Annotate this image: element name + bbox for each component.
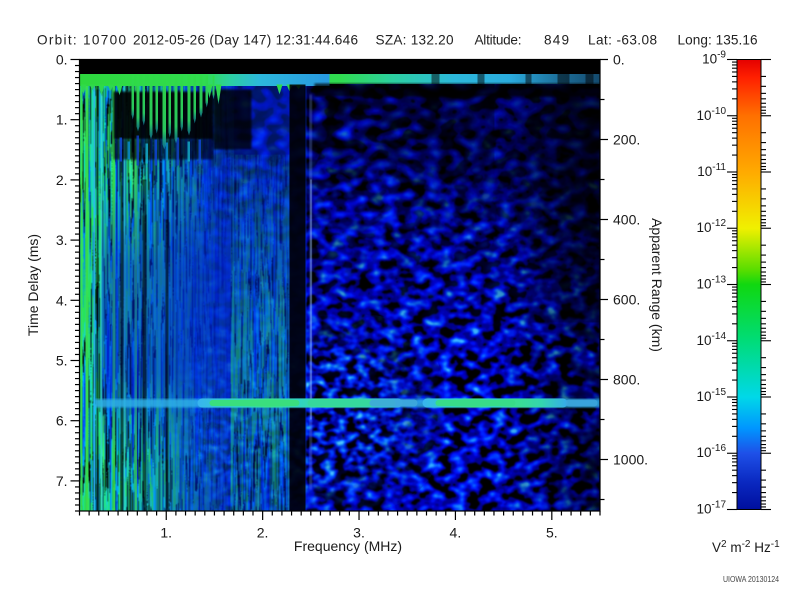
svg-text:2.: 2. xyxy=(56,172,68,188)
svg-text:1.: 1. xyxy=(56,112,68,128)
svg-text:6.: 6. xyxy=(56,413,68,429)
svg-text:1.: 1. xyxy=(160,525,172,541)
svg-text:4.: 4. xyxy=(450,525,462,541)
svg-text:2.: 2. xyxy=(257,525,269,541)
svg-text:Long: 135.16: Long: 135.16 xyxy=(678,33,758,48)
svg-text:5.: 5. xyxy=(546,525,558,541)
svg-text:Time Delay (ms): Time Delay (ms) xyxy=(25,234,41,336)
svg-text:Lat: -63.08: Lat: -63.08 xyxy=(588,33,657,48)
svg-text:800.: 800. xyxy=(613,372,640,388)
svg-text:Frequency (MHz): Frequency (MHz) xyxy=(294,538,402,554)
svg-text:400.: 400. xyxy=(613,212,640,228)
svg-text:Apparent Range (km): Apparent Range (km) xyxy=(649,218,665,352)
svg-text:V2 m-2 Hz-1: V2 m-2 Hz-1 xyxy=(712,539,780,555)
svg-text:849: 849 xyxy=(544,33,569,48)
svg-text:UIOWA 20130124: UIOWA 20130124 xyxy=(723,574,779,584)
svg-text:Orbit: 10700: Orbit: 10700 xyxy=(37,33,126,48)
svg-text:2012-05-26 (Day 147) 12:31:44.: 2012-05-26 (Day 147) 12:31:44.646 xyxy=(133,33,358,48)
svg-text:7.: 7. xyxy=(56,473,68,489)
svg-text:Altitude:: Altitude: xyxy=(475,33,522,48)
svg-text:5.: 5. xyxy=(56,353,68,369)
svg-text:3.: 3. xyxy=(56,232,68,248)
svg-text:200.: 200. xyxy=(613,132,640,148)
svg-text:SZA: 132.20: SZA: 132.20 xyxy=(376,33,454,48)
svg-text:1000.: 1000. xyxy=(613,452,648,468)
svg-text:3.: 3. xyxy=(353,525,365,541)
svg-text:4.: 4. xyxy=(56,292,68,308)
svg-text:600.: 600. xyxy=(613,292,640,308)
svg-text:0.: 0. xyxy=(613,52,625,68)
svg-text:0.: 0. xyxy=(56,52,68,68)
